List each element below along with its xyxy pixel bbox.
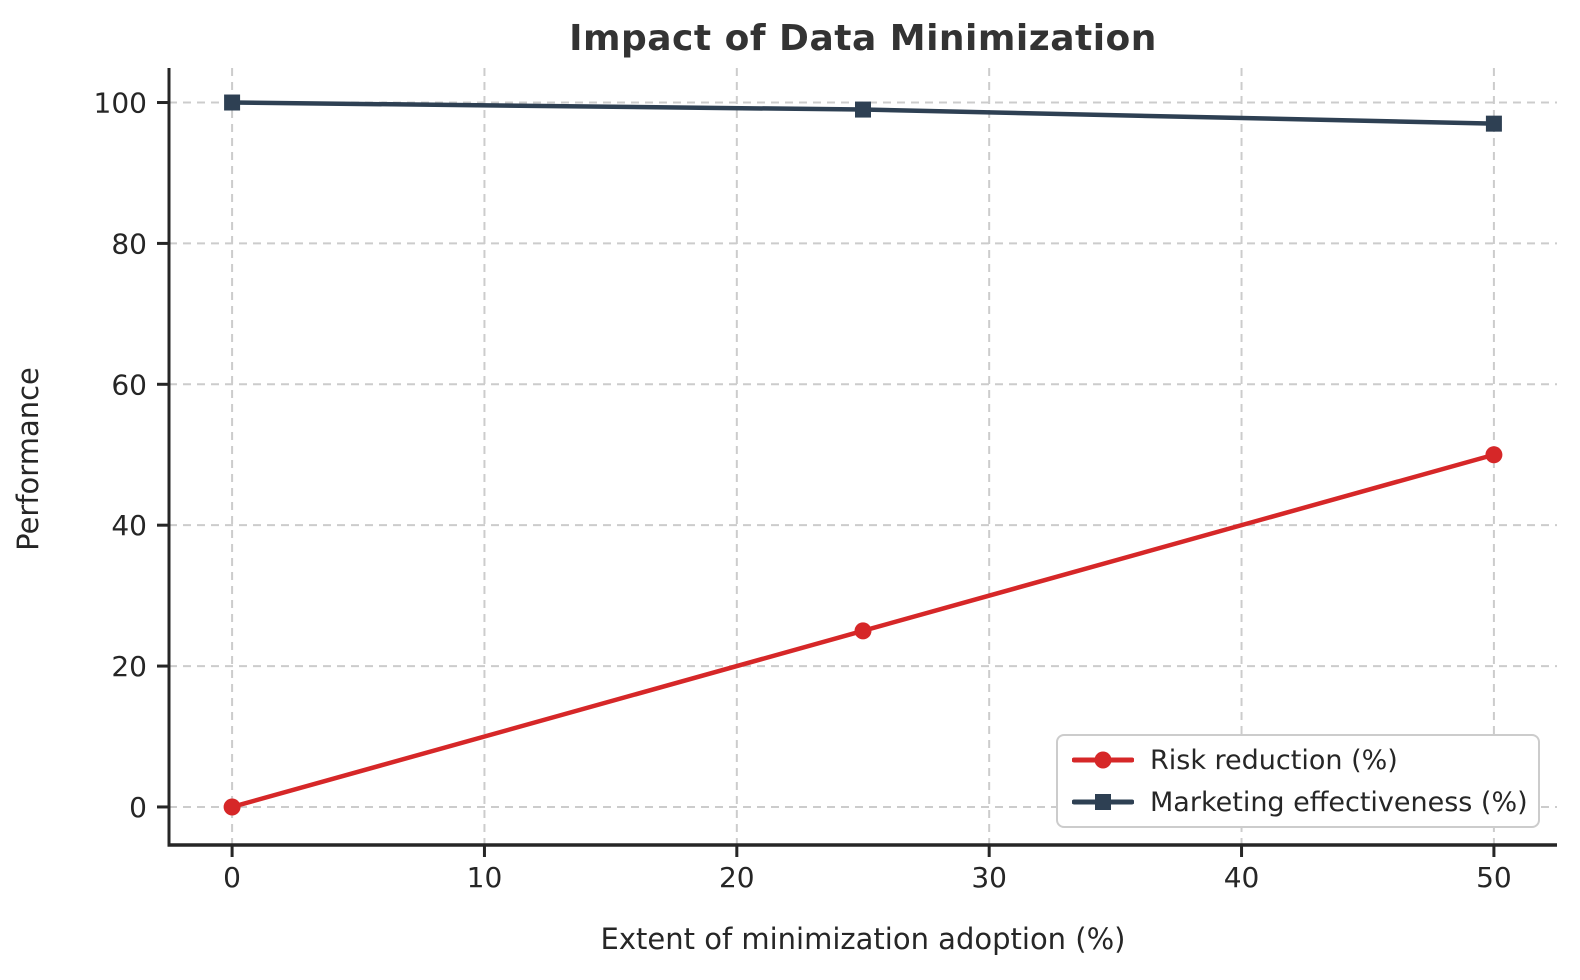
y-tick-label: 60 (111, 368, 147, 401)
x-tick-label: 30 (971, 861, 1007, 894)
chart-title: Impact of Data Minimization (569, 18, 1157, 59)
y-axis-label: Performance (11, 367, 45, 551)
legend-marker-marketing-effectiveness-icon (1072, 794, 1134, 810)
legend-marker-risk-reduction-icon (1072, 751, 1134, 769)
legend-item: Risk reduction (%) (1072, 742, 1538, 778)
y-tick-label: 40 (111, 509, 147, 542)
y-tick-label: 100 (94, 87, 147, 120)
x-tick-label: 10 (467, 861, 503, 894)
y-tick-label: 20 (111, 650, 147, 683)
legend-item: Marketing effectiveness (%) (1072, 784, 1538, 820)
data-point-square (855, 101, 871, 118)
data-point-circle (1485, 446, 1503, 464)
data-point-square (224, 94, 241, 111)
x-tick-label: 50 (1476, 861, 1512, 894)
data-point-circle (223, 798, 241, 816)
x-tick-label: 20 (719, 861, 755, 894)
legend-label: Risk reduction (%) (1150, 744, 1398, 776)
legend: Risk reduction (%) Marketing effectivene… (1056, 734, 1540, 828)
y-tick-label: 0 (129, 791, 147, 824)
data-point-circle (854, 622, 872, 640)
x-tick-label: 40 (1224, 861, 1260, 894)
y-tick-label: 80 (111, 227, 147, 260)
legend-label: Marketing effectiveness (%) (1150, 786, 1528, 818)
x-axis-label: Extent of minimization adoption (%) (600, 922, 1126, 956)
data-point-square (1485, 115, 1502, 132)
x-tick-label: 0 (223, 861, 241, 894)
